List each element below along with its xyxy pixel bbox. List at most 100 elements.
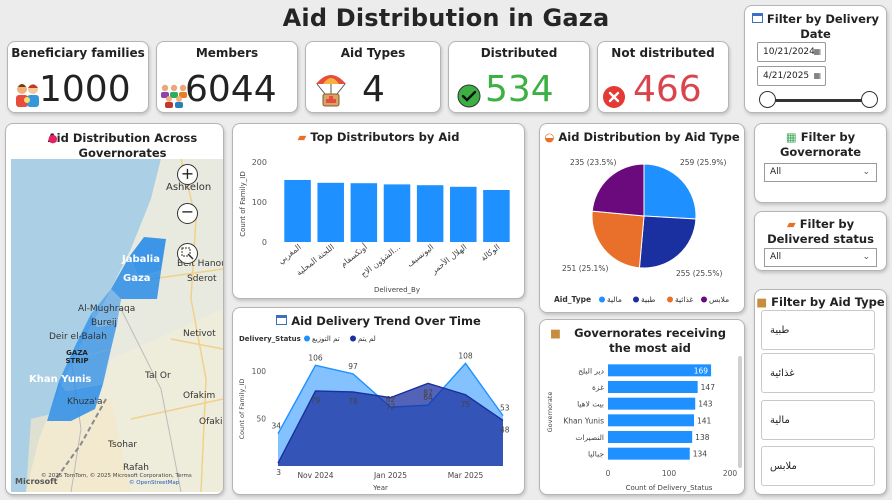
bar	[608, 447, 690, 460]
family-icon	[12, 80, 42, 112]
map-place-label: Deir el-Balah	[49, 332, 107, 342]
map-title: ● Aid Distribution Across Governorates	[6, 131, 223, 161]
kpi-card-aid-types[interactable]: Aid Types 4	[305, 41, 441, 113]
data-label: 34	[271, 422, 281, 431]
aid-type-pie-card[interactable]: ◒ Aid Distribution by Aid Type 259 (25.9%…	[539, 123, 745, 313]
governorates-card[interactable]: ■ Governorates receiving the most aid دي…	[539, 319, 745, 495]
kpi-card-members[interactable]: Members 6044	[156, 41, 298, 113]
legend-marker	[599, 296, 605, 303]
x-axis-label: Delivered_By	[374, 286, 420, 294]
map-place-label: Khuza'a	[67, 397, 103, 407]
kpi-label: Not distributed	[611, 46, 715, 60]
zoom-out-button[interactable]: −	[177, 203, 198, 224]
map-view[interactable]: Ashkelon Jabalia Gaza Beit Hanoun Sderot…	[11, 159, 223, 492]
map-place-label: Al-Mughraqa	[78, 304, 136, 314]
legend-marker	[350, 335, 356, 342]
y-tick-label: 50	[256, 415, 266, 424]
aid-type-item[interactable]: غذائية	[761, 353, 875, 393]
calendar-small-icon[interactable]: ▦	[813, 47, 821, 56]
people-group-icon	[159, 82, 189, 112]
legend-label: تم التوزيع	[312, 335, 340, 343]
date-to-value: 4/21/2025	[763, 71, 810, 81]
slice-label: 259 (25.9%)	[680, 158, 726, 167]
y-tick-label: النصيرات	[575, 433, 604, 442]
aid-type-filter-card[interactable]: ■ Filter by Aid Type طبية غذائية مالية مل…	[754, 289, 887, 495]
aid-type-pie-chart: 259 (25.9%) 255 (25.5%) 251 (25.1%) 235 (23…	[554, 158, 729, 304]
delivered-status-dropdown[interactable]: All ⌄	[764, 248, 877, 267]
date-filter-card[interactable]: Filter by Delivery Date 10/21/2024 ▦ 4/21…	[744, 5, 887, 113]
x-axis-label: Year	[372, 484, 388, 492]
chart-title-text: Aid Delivery Trend Over Time	[291, 314, 481, 328]
aid-type-item[interactable]: ملابس	[761, 446, 875, 486]
bar	[284, 180, 311, 242]
box-icon: ■	[550, 326, 561, 340]
truck-icon: ▰	[297, 130, 307, 144]
kpi-value: 4	[362, 69, 385, 110]
x-tick-label: 0	[606, 469, 611, 478]
date-filter-label: Filter by Delivery Date	[766, 12, 880, 41]
zoom-in-button[interactable]: +	[177, 164, 198, 185]
calendar-icon	[751, 12, 763, 27]
y-tick-label: 100	[252, 198, 267, 207]
chevron-down-icon[interactable]: ⌄	[862, 167, 870, 177]
y-axis-label: Governorate	[546, 392, 554, 433]
chevron-down-icon[interactable]: ⌄	[862, 252, 870, 262]
data-label: 106	[308, 353, 323, 362]
chart-title: ◒ Aid Distribution by Aid Type	[540, 130, 744, 145]
data-label: 108	[458, 351, 473, 360]
y-tick-label: غزة	[592, 383, 604, 392]
kpi-card-beneficiary[interactable]: Beneficiary families 1000	[7, 41, 149, 113]
slider-handle-end[interactable]	[861, 91, 878, 108]
data-label: 53	[500, 404, 510, 413]
data-label: 169	[694, 366, 709, 375]
chart-title: ■ Governorates receiving the most aid	[540, 326, 744, 356]
data-label: 147	[701, 383, 716, 392]
date-filter-title: Filter by Delivery Date	[745, 12, 886, 42]
pie-slice	[591, 163, 645, 217]
map-title-text: Aid Distribution Across Governorates	[47, 131, 198, 160]
date-range-slider[interactable]	[767, 99, 871, 102]
aid-type-filter-title: ■ Filter by Aid Type	[755, 295, 886, 310]
select-region-icon[interactable]	[177, 243, 198, 264]
data-label: 79	[311, 396, 321, 405]
map-card[interactable]: ● Aid Distribution Across Governorates	[5, 123, 224, 495]
x-tick-label: المغربي	[276, 242, 302, 265]
date-from-value: 10/21/2024	[763, 47, 815, 57]
kpi-card-distributed[interactable]: Distributed 534	[448, 41, 590, 113]
delivered-status-filter-card[interactable]: ▰ Filter by Delivered status All ⌄	[754, 211, 887, 271]
check-circle-icon	[457, 84, 481, 112]
legend-marker	[304, 335, 310, 342]
x-tick-label: 200	[723, 469, 738, 478]
y-tick-label: جباليا	[588, 450, 604, 459]
pie-slice	[638, 215, 697, 269]
x-tick-label: اليونسيف	[405, 242, 435, 268]
kpi-label: Beneficiary families	[11, 46, 145, 60]
map-place-label: Khan Yunis	[29, 374, 92, 385]
trend-card[interactable]: Aid Delivery Trend Over Time Delivery_St…	[232, 307, 525, 495]
kpi-value: 534	[485, 69, 554, 110]
date-from-input[interactable]: 10/21/2024 ▦	[757, 42, 826, 62]
chart-title-text: Top Distributors by Aid	[310, 130, 460, 144]
map-place-label: Tsohar	[108, 440, 138, 450]
bar	[317, 182, 344, 242]
pin-icon: ●	[48, 132, 58, 145]
kpi-value: 466	[633, 69, 702, 110]
x-circle-icon	[602, 85, 626, 112]
calendar-small-icon[interactable]: ▦	[813, 71, 821, 80]
governorate-filter-card[interactable]: ▦ Filter by Governorate All ⌄	[754, 123, 887, 203]
date-to-input[interactable]: 4/21/2025 ▦	[757, 66, 826, 86]
delivered-dropdown-value: All	[770, 252, 782, 262]
map-attribution: © 2025 TomTom, © 2025 Microsoft Corporat…	[41, 473, 192, 479]
kpi-card-not-distributed[interactable]: Not distributed 466	[597, 41, 729, 113]
y-tick-label: 0	[262, 238, 267, 247]
map-attribution-osm: © OpenStreetMap	[129, 480, 180, 486]
legend-marker	[667, 296, 673, 303]
governorate-dropdown[interactable]: All ⌄	[764, 163, 877, 182]
data-label: 62	[386, 395, 396, 404]
top-distributors-card[interactable]: ▰ Top Distributors by Aid 0 100 200 Count of…	[232, 123, 525, 299]
slider-handle-start[interactable]	[759, 91, 776, 108]
aid-type-item[interactable]: طبية	[761, 310, 875, 350]
aid-type-item[interactable]: مالية	[761, 400, 875, 440]
map-place-label: Ashkelon	[166, 182, 212, 193]
map-place-label: Ofakim	[183, 391, 216, 401]
